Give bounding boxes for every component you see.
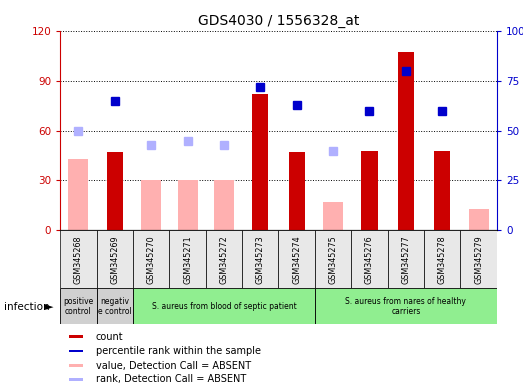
Bar	[252, 94, 268, 230]
FancyBboxPatch shape	[242, 230, 278, 288]
Title: GDS4030 / 1556328_at: GDS4030 / 1556328_at	[198, 14, 359, 28]
Text: GSM345275: GSM345275	[328, 235, 337, 284]
Text: rank, Detection Call = ABSENT: rank, Detection Call = ABSENT	[96, 374, 246, 384]
FancyBboxPatch shape	[97, 288, 133, 324]
FancyBboxPatch shape	[169, 230, 206, 288]
Bar	[69, 159, 88, 230]
FancyBboxPatch shape	[424, 230, 460, 288]
FancyBboxPatch shape	[97, 230, 133, 288]
FancyBboxPatch shape	[278, 230, 315, 288]
Bar	[469, 209, 488, 230]
Text: GSM345270: GSM345270	[146, 235, 156, 284]
FancyBboxPatch shape	[388, 230, 424, 288]
Bar	[289, 152, 305, 230]
Text: GSM345274: GSM345274	[292, 235, 301, 284]
Text: GSM345272: GSM345272	[220, 235, 229, 284]
FancyBboxPatch shape	[315, 230, 351, 288]
FancyBboxPatch shape	[69, 336, 83, 338]
Bar	[177, 180, 198, 230]
FancyBboxPatch shape	[133, 230, 169, 288]
Text: value, Detection Call = ABSENT: value, Detection Call = ABSENT	[96, 361, 251, 371]
FancyBboxPatch shape	[315, 288, 497, 324]
Text: GSM345277: GSM345277	[401, 235, 411, 284]
Bar	[214, 180, 234, 230]
Text: S. aureus from nares of healthy
carriers: S. aureus from nares of healthy carriers	[345, 296, 467, 316]
Text: infection: infection	[4, 302, 50, 312]
Text: GSM345279: GSM345279	[474, 235, 483, 284]
FancyBboxPatch shape	[133, 288, 315, 324]
FancyBboxPatch shape	[460, 230, 497, 288]
Bar	[434, 151, 450, 230]
Bar	[323, 202, 343, 230]
Text: S. aureus from blood of septic patient: S. aureus from blood of septic patient	[152, 302, 297, 311]
FancyBboxPatch shape	[60, 288, 97, 324]
Text: ►: ►	[46, 302, 54, 312]
Bar	[397, 52, 414, 230]
Text: GSM345276: GSM345276	[365, 235, 374, 284]
FancyBboxPatch shape	[69, 364, 83, 367]
FancyBboxPatch shape	[60, 230, 97, 288]
FancyBboxPatch shape	[206, 230, 242, 288]
Bar	[361, 151, 378, 230]
FancyBboxPatch shape	[69, 350, 83, 353]
Text: GSM345271: GSM345271	[183, 235, 192, 284]
Bar	[141, 180, 161, 230]
Text: negativ
e control: negativ e control	[98, 296, 132, 316]
Text: positive
control: positive control	[63, 296, 94, 316]
Text: GSM345278: GSM345278	[438, 235, 447, 284]
FancyBboxPatch shape	[69, 378, 83, 381]
Text: percentile rank within the sample: percentile rank within the sample	[96, 346, 260, 356]
Text: GSM345268: GSM345268	[74, 235, 83, 283]
Text: GSM345273: GSM345273	[256, 235, 265, 284]
Text: GSM345269: GSM345269	[110, 235, 119, 284]
FancyBboxPatch shape	[351, 230, 388, 288]
Bar	[107, 152, 123, 230]
Text: count: count	[96, 332, 123, 342]
